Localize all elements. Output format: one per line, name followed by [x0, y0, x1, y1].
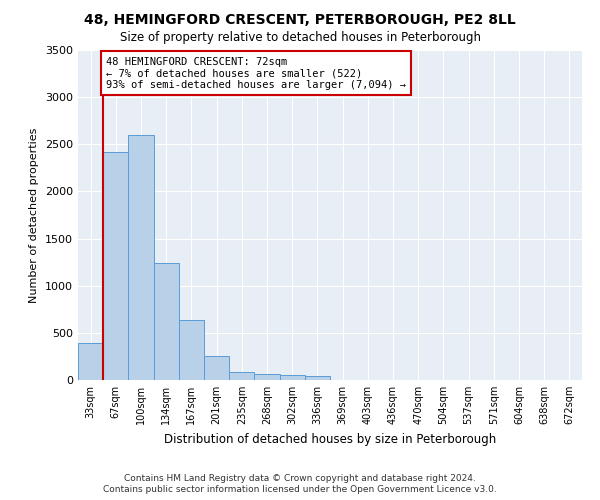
- Bar: [78, 343, 103, 380]
- Bar: [280, 375, 305, 380]
- Bar: [103, 152, 128, 380]
- X-axis label: Distribution of detached houses by size in Peterborough: Distribution of detached houses by size …: [164, 432, 496, 446]
- Bar: [204, 356, 229, 380]
- Bar: [154, 263, 179, 380]
- Text: Contains HM Land Registry data © Crown copyright and database right 2024.
Contai: Contains HM Land Registry data © Crown c…: [103, 474, 497, 494]
- Bar: [305, 376, 330, 380]
- Bar: [128, 135, 154, 380]
- Text: Size of property relative to detached houses in Peterborough: Size of property relative to detached ho…: [119, 31, 481, 44]
- Y-axis label: Number of detached properties: Number of detached properties: [29, 128, 40, 302]
- Text: 48 HEMINGFORD CRESCENT: 72sqm
← 7% of detached houses are smaller (522)
93% of s: 48 HEMINGFORD CRESCENT: 72sqm ← 7% of de…: [106, 56, 406, 90]
- Bar: [254, 374, 280, 380]
- Bar: [229, 372, 254, 380]
- Bar: [179, 320, 204, 380]
- Text: 48, HEMINGFORD CRESCENT, PETERBOROUGH, PE2 8LL: 48, HEMINGFORD CRESCENT, PETERBOROUGH, P…: [84, 12, 516, 26]
